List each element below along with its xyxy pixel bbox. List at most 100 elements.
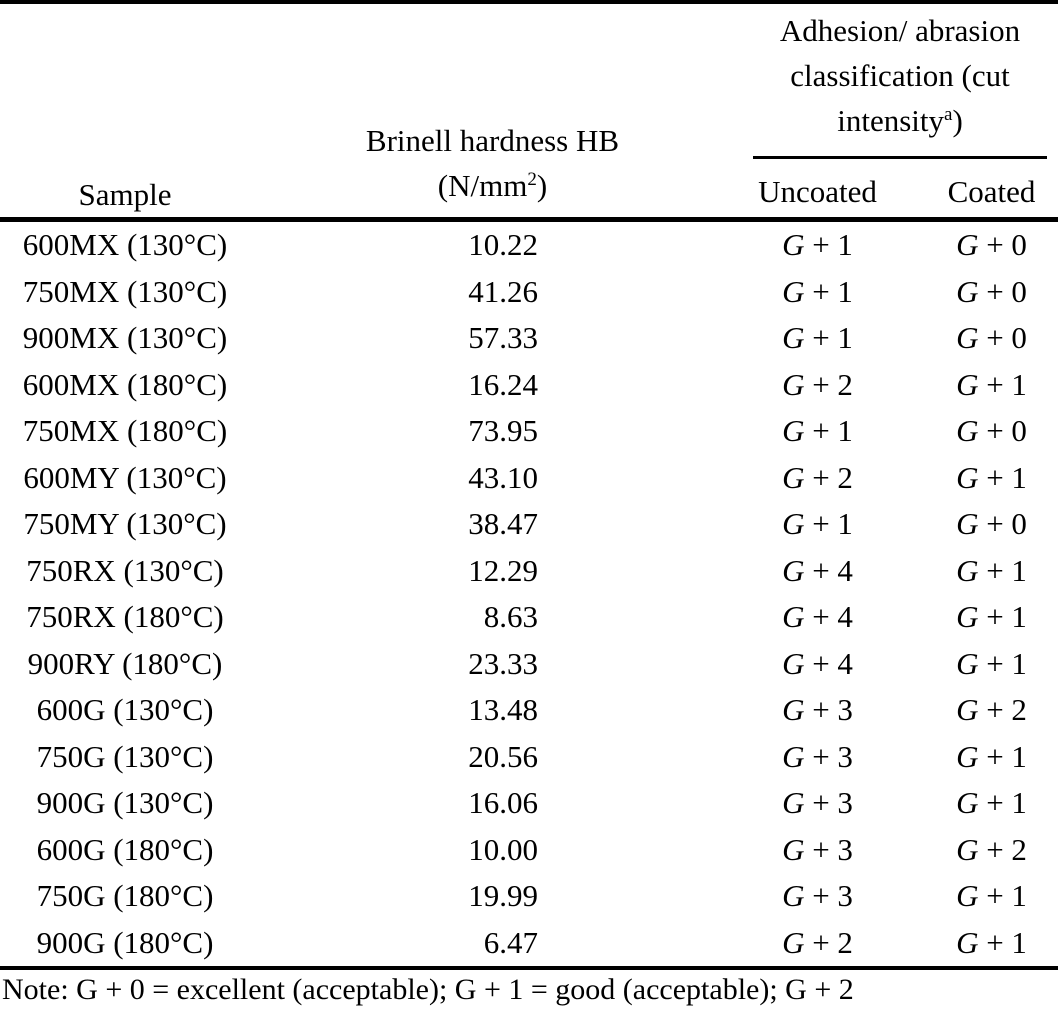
uncoated-cell: G + 3 [710,873,925,920]
uncoated-cell: G + 1 [710,408,925,455]
brinell-hardness-unit-close: ) [536,168,548,203]
coated-cell: G + 1 [925,548,1058,595]
table-row: 600G (130°C) 13.48 G + 3 G + 2 [0,687,1058,734]
coated-cell: G + 1 [925,455,1058,502]
sample-cell-value: 750MY (130°C) [23,506,227,541]
coated-cell: G + 1 [925,919,1058,970]
sample-cell: 900MX (130°C) [0,315,250,362]
uncoated-cell-value: G + 1 [782,227,853,262]
sample-cell: 750G (180°C) [0,873,250,920]
uncoated-cell-value: G + 2 [782,459,853,495]
coated-cell-value: G + 1 [956,552,1027,588]
coated-cell: G + 1 [925,362,1058,409]
uncoated-cell-value: G + 1 [782,273,853,309]
uncoated-cell: G + 2 [710,362,925,409]
uncoated-cell-value: G + 1 [782,506,853,541]
sample-cell-value: 600G (180°C) [36,831,214,867]
coated-cell-value: G + 0 [956,273,1027,309]
uncoated-cell: G + 1 [710,269,925,316]
column-header-sample: Sample [0,2,250,222]
hb-cell: 73.95 [250,408,710,455]
uncoated-cell: G + 2 [710,455,925,502]
brinell-hardness-unit-exponent: 2 [527,169,537,190]
adhesion-abrasion-line1: Adhesion/ abrasion [779,13,1021,48]
table-row: 750RX (130°C) 12.29 G + 4 G + 1 [0,548,1058,595]
hb-cell-value: 23.33 [468,645,538,681]
hb-cell-value: 10.22 [468,227,538,262]
hb-cell: 57.33 [250,315,710,362]
coated-cell: G + 0 [925,501,1058,548]
uncoated-cell-value: G + 3 [782,692,853,727]
adhesion-abrasion-line3: intensity [837,103,944,138]
table-row: 750MX (130°C) 41.26 G + 1 G + 0 [0,269,1058,316]
table-row: 750MY (130°C) 38.47 G + 1 G + 0 [0,501,1058,548]
sample-cell-value: 750MX (180°C) [22,413,228,448]
sample-cell-value: 750MX (130°C) [22,273,228,309]
coated-cell-value: G + 1 [956,645,1027,681]
table-row: 750G (180°C) 19.99 G + 3 G + 1 [0,873,1058,920]
hb-cell-value: 16.24 [468,366,538,402]
hb-cell: 20.56 [250,734,710,781]
coated-cell-value: G + 1 [956,366,1027,402]
sample-cell: 750G (130°C) [0,734,250,781]
coated-cell: G + 0 [925,269,1058,316]
sample-cell: 900G (180°C) [0,919,250,970]
sample-cell: 900G (130°C) [0,780,250,827]
hb-cell-value: 13.48 [468,692,538,727]
uncoated-cell: G + 2 [710,919,925,970]
sample-cell-value: 750RX (180°C) [26,599,224,634]
sample-cell: 600G (180°C) [0,827,250,874]
table-row: 600MX (180°C) 16.24 G + 2 G + 1 [0,362,1058,409]
table-row: 900RY (180°C) 23.33 G + 4 G + 1 [0,641,1058,688]
uncoated-cell-value: G + 3 [782,831,853,867]
sample-cell-value: 900G (130°C) [36,785,214,820]
coated-cell: G + 2 [925,827,1058,874]
coated-cell-value: G + 1 [956,924,1027,960]
hb-cell-value: 19.99 [468,878,538,913]
coated-cell: G + 1 [925,641,1058,688]
uncoated-cell-value: G + 3 [782,738,853,774]
uncoated-cell-value: G + 4 [782,645,853,681]
hb-cell: 43.10 [250,455,710,502]
hb-cell: 13.48 [250,687,710,734]
uncoated-cell: G + 1 [710,501,925,548]
hb-cell: 19.99 [250,873,710,920]
table-row: 750RX (180°C) 8.63 G + 4 G + 1 [0,594,1058,641]
coated-cell-value: G + 2 [956,692,1027,727]
sample-cell-value: 600MX (180°C) [22,366,228,402]
table-row: 900G (180°C) 6.47 G + 2 G + 1 [0,919,1058,970]
hb-cell: 10.22 [250,220,710,269]
coated-cell: G + 1 [925,594,1058,641]
brinell-hardness-line1: Brinell hardness HB [365,123,620,158]
sample-cell-value: 600G (130°C) [36,692,214,727]
sample-cell: 750RX (130°C) [0,548,250,595]
sample-cell: 900RY (180°C) [0,641,250,688]
hb-cell-value: 20.56 [468,738,538,774]
coated-cell-value: G + 1 [956,878,1027,913]
uncoated-cell: G + 4 [710,548,925,595]
coated-cell: G + 1 [925,780,1058,827]
sample-cell-value: 900RY (180°C) [27,645,223,681]
coated-cell: G + 1 [925,734,1058,781]
sample-cell: 600MX (180°C) [0,362,250,409]
table-row: 900MX (130°C) 57.33 G + 1 G + 0 [0,315,1058,362]
uncoated-cell-value: G + 4 [782,599,853,634]
coated-cell-value: G + 0 [956,413,1027,448]
hardness-adhesion-table: Sample Brinell hardness HB (N/mm2) Adhes… [0,0,1058,970]
sample-cell: 600G (130°C) [0,687,250,734]
uncoated-cell-value: G + 3 [782,785,853,820]
sample-cell-value: 600MX (130°C) [22,227,228,262]
hb-cell: 12.29 [250,548,710,595]
coated-cell-value: G + 1 [956,738,1027,774]
hb-cell: 8.63 [250,594,710,641]
hb-cell: 23.33 [250,641,710,688]
sample-cell-value: 750G (180°C) [36,878,214,913]
coated-cell-value: G + 0 [956,227,1027,262]
hb-cell: 16.24 [250,362,710,409]
hb-cell-value: 73.95 [468,413,538,448]
hb-cell: 10.00 [250,827,710,874]
uncoated-cell: G + 3 [710,687,925,734]
column-group-header-adhesion-abrasion: Adhesion/ abrasion classification (cut i… [710,2,1058,159]
column-header-brinell-hardness: Brinell hardness HB (N/mm2) [250,2,710,222]
adhesion-abrasion-line3-close: ) [952,103,963,138]
